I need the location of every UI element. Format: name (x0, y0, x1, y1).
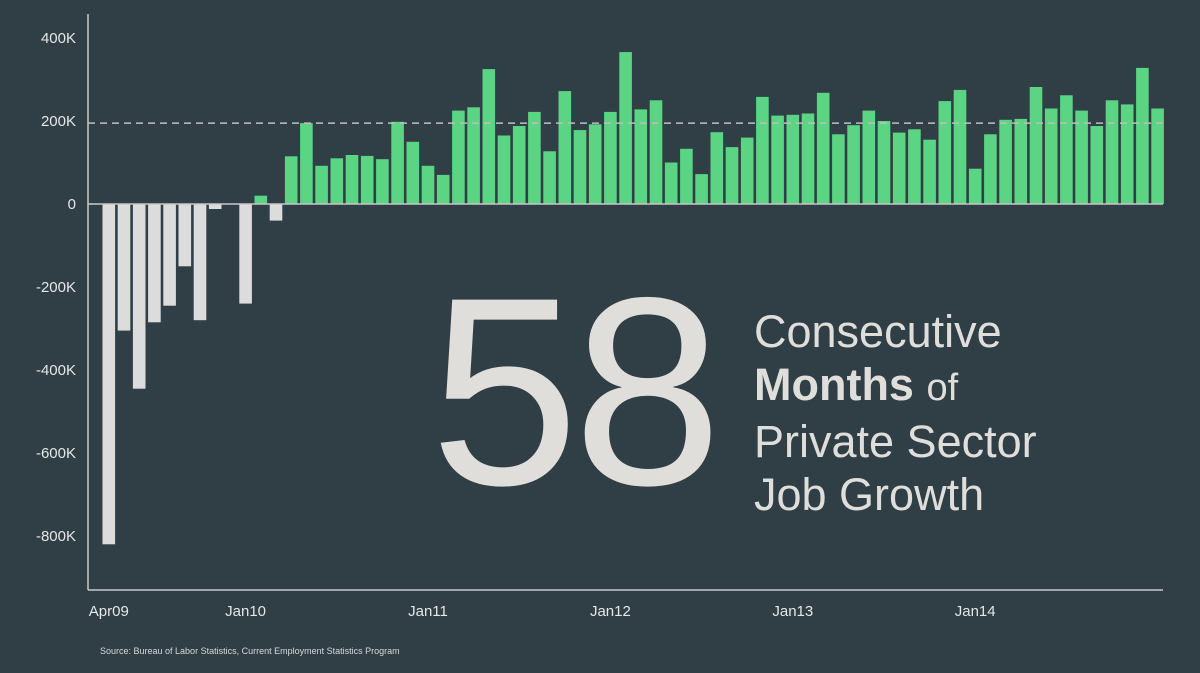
x-tick-label: Apr09 (89, 603, 129, 620)
bar (193, 204, 207, 321)
caption-line-2: Months of (754, 358, 1037, 415)
bar (1136, 67, 1149, 205)
x-tick-label: Jan10 (225, 603, 266, 620)
bar (649, 100, 663, 205)
bar (1151, 108, 1164, 204)
bar (847, 125, 860, 204)
bar (497, 135, 511, 204)
bar (391, 121, 404, 204)
headline-caption: Consecutive Months of Private Sector Job… (754, 305, 1037, 521)
bar (862, 110, 876, 204)
bar (178, 204, 192, 267)
bar (968, 168, 982, 204)
x-tick-label: Jan12 (590, 603, 631, 620)
x-axis-ticks: Apr09 Jan10 Jan11 Jan12 Jan13 Jan14 (89, 603, 996, 620)
bar (786, 114, 800, 204)
bar (436, 174, 450, 204)
bar (360, 155, 374, 204)
bar (528, 111, 541, 204)
bar (801, 113, 815, 204)
bar (1044, 108, 1058, 204)
bar (771, 115, 784, 204)
bar (756, 96, 769, 204)
bar (558, 91, 572, 204)
bar (148, 204, 161, 323)
bar (1105, 100, 1119, 205)
bar (725, 147, 739, 204)
bar (634, 109, 648, 204)
bar (573, 130, 587, 204)
bar (452, 110, 465, 204)
bar (376, 159, 389, 204)
caption-line-3: Private Sector (754, 416, 1037, 467)
bars-group (102, 52, 1164, 545)
bar (923, 139, 936, 204)
bar (1060, 95, 1073, 204)
bar (543, 151, 556, 204)
x-tick-label: Jan13 (772, 603, 813, 620)
bar (284, 156, 298, 204)
x-tick-label: Jan11 (408, 603, 448, 620)
y-tick-label: 0 (68, 196, 76, 213)
bar (467, 107, 480, 204)
bar (239, 204, 252, 304)
bar (421, 165, 435, 204)
y-axis-ticks: 400K 200K 0 -200K -400K -600K -800K (36, 30, 76, 545)
bar (117, 204, 131, 331)
bar (345, 155, 359, 204)
bar (908, 129, 921, 204)
bar (512, 126, 526, 204)
y-tick-label: -400K (36, 362, 76, 379)
bar (482, 69, 496, 204)
caption-line-4: Job Growth (754, 469, 985, 520)
bar (1090, 126, 1104, 204)
bar (1075, 110, 1088, 204)
caption-line-1: Consecutive (754, 306, 1002, 357)
bar (740, 137, 754, 204)
bar (984, 134, 997, 204)
bar (816, 92, 830, 204)
bar (999, 119, 1012, 204)
bar (710, 132, 724, 204)
bar (102, 204, 116, 545)
caption-of: of (926, 367, 959, 409)
y-tick-label: -800K (36, 528, 76, 545)
bar (208, 204, 222, 209)
bar (877, 121, 891, 204)
bar (892, 132, 906, 204)
bar (1120, 104, 1134, 204)
bar (315, 165, 328, 204)
bar (938, 101, 952, 204)
y-tick-label: 200K (41, 113, 76, 130)
bar (254, 195, 268, 204)
x-tick-label: Jan14 (955, 603, 996, 620)
bar (1029, 87, 1043, 204)
bar (330, 158, 344, 204)
bar (695, 174, 708, 204)
y-tick-label: -600K (36, 445, 76, 462)
y-tick-label: 400K (41, 30, 76, 47)
bar (588, 124, 602, 204)
bar (619, 52, 632, 204)
bar (832, 134, 845, 204)
big-number: 58 (430, 241, 722, 541)
bar (269, 204, 283, 221)
headline: 58 Consecutive Months of Private Sector … (430, 257, 1170, 525)
bar (604, 111, 617, 204)
bar (163, 204, 176, 306)
source-note: Source: Bureau of Labor Statistics, Curr… (100, 646, 400, 656)
bar (680, 148, 693, 204)
bar (664, 162, 678, 204)
bar (132, 204, 146, 389)
bar (300, 123, 313, 204)
bar (953, 89, 967, 204)
caption-months: Months (754, 359, 914, 410)
y-tick-label: -200K (36, 279, 76, 296)
bar (1014, 118, 1028, 204)
bar (406, 141, 420, 205)
